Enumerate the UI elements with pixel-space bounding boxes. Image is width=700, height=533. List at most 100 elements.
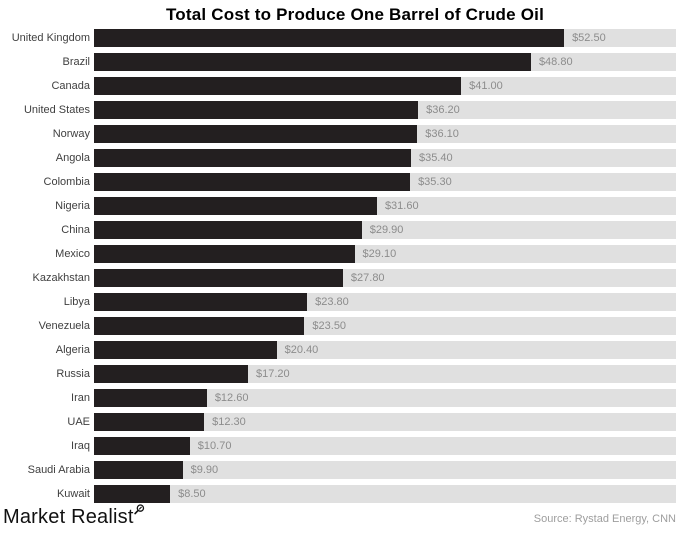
bar-track: $29.90 [94, 221, 676, 239]
bar [94, 101, 419, 119]
bar-track: $23.80 [94, 293, 676, 311]
bar-track: $10.70 [94, 437, 676, 455]
value-label: $12.30 [212, 416, 246, 428]
bar-track: $8.50 [94, 485, 676, 503]
value-label: $36.10 [425, 128, 459, 140]
bar [94, 437, 190, 455]
value-label: $20.40 [284, 344, 319, 356]
value-label: $31.60 [384, 200, 419, 212]
value-label: $29.90 [369, 224, 404, 236]
chart-row: Kazakhstan $27.80 [0, 269, 700, 287]
chart-row: China $29.90 [0, 221, 700, 239]
chart-row: United States $36.20 [0, 101, 700, 119]
chart-row: Libya $23.80 [0, 293, 700, 311]
country-label: Norway [52, 128, 90, 140]
country-label: United Kingdom [11, 32, 90, 44]
bar [94, 485, 171, 503]
country-label: Nigeria [55, 200, 90, 212]
bar [94, 341, 277, 359]
country-label: Angola [55, 152, 90, 164]
bar-track: $52.50 [94, 29, 676, 47]
bar [94, 173, 411, 191]
chart-row: Nigeria $31.60 [0, 197, 700, 215]
value-label: $9.90 [190, 464, 219, 476]
bar-track: $17.20 [94, 365, 676, 383]
chart-row: UAE $12.30 [0, 413, 700, 431]
bar [94, 197, 377, 215]
value-label: $29.10 [362, 248, 397, 260]
country-label: United States [23, 104, 90, 116]
bar [94, 269, 343, 287]
country-label: Kuwait [56, 488, 90, 500]
chart-row: Canada $41.00 [0, 77, 700, 95]
country-label: Venezuela [38, 320, 90, 332]
chart-row: Venezuela $23.50 [0, 317, 700, 335]
value-label: $35.40 [418, 152, 453, 164]
bar [94, 29, 565, 47]
magnifier-icon [133, 498, 145, 521]
chart-row: Angola $35.40 [0, 149, 700, 167]
value-label: $23.50 [312, 320, 347, 332]
bar [94, 389, 207, 407]
value-label: $27.80 [350, 272, 385, 284]
chart-row: Algeria $20.40 [0, 341, 700, 359]
chart-row: Mexico $29.10 [0, 245, 700, 263]
country-label: Libya [63, 296, 90, 308]
bar-track: $12.60 [94, 389, 676, 407]
country-label: Iran [71, 392, 90, 404]
chart-title: Total Cost to Produce One Barrel of Crud… [165, 5, 544, 24]
bar [94, 317, 305, 335]
chart-row: Iraq $10.70 [0, 437, 700, 455]
value-label: $52.50 [572, 32, 606, 44]
bar-track: $31.60 [94, 197, 676, 215]
bar-track: $29.10 [94, 245, 676, 263]
country-label: Colombia [43, 176, 90, 188]
bar-track: $35.30 [94, 173, 676, 191]
bar-track: $48.80 [94, 53, 676, 71]
value-label: $36.20 [426, 104, 460, 116]
value-label: $12.60 [214, 392, 249, 404]
value-label: $41.00 [469, 80, 503, 92]
bar [94, 293, 308, 311]
bar-track: $35.40 [94, 149, 676, 167]
bar-track: $12.30 [94, 413, 676, 431]
value-label: $35.30 [418, 176, 452, 188]
chart-row: Colombia $35.30 [0, 173, 700, 191]
country-label: UAE [67, 416, 90, 428]
bar [94, 77, 462, 95]
value-label: $10.70 [197, 440, 232, 452]
country-label: Russia [56, 368, 90, 380]
country-label: Mexico [55, 248, 90, 260]
chart-row: Brazil $48.80 [0, 53, 700, 71]
bar-track: $36.10 [94, 125, 676, 143]
chart-row: Iran $12.60 [0, 389, 700, 407]
country-label: Brazil [62, 56, 90, 68]
value-label: $17.20 [256, 368, 290, 380]
bar-track: $9.90 [94, 461, 676, 479]
country-label: China [61, 224, 90, 236]
chart-row: Norway $36.10 [0, 125, 700, 143]
source-note: Source: Rystad Energy, CNN [533, 513, 676, 525]
bar [94, 221, 362, 239]
bar-track: $20.40 [94, 341, 676, 359]
bar [94, 413, 205, 431]
country-label: Algeria [55, 344, 90, 356]
bar [94, 125, 418, 143]
value-label: $8.50 [178, 488, 206, 500]
bar [94, 149, 411, 167]
chart-row: Saudi Arabia $9.90 [0, 461, 700, 479]
country-label: Kazakhstan [32, 272, 90, 284]
country-label: Canada [51, 80, 90, 92]
bar [94, 53, 531, 71]
bar-track: $23.50 [94, 317, 676, 335]
chart-row: United Kingdom $52.50 [0, 29, 700, 47]
bar [94, 365, 248, 383]
chart-row: Russia $17.20 [0, 365, 700, 383]
country-label: Saudi Arabia [27, 464, 90, 476]
brand-logo: Market Realist [3, 504, 145, 529]
bar-chart: United Kingdom $52.50 Brazil $48.80 Canada $4… [0, 29, 700, 509]
bar-track: $27.80 [94, 269, 676, 287]
bar [94, 245, 355, 263]
bar-track: $41.00 [94, 77, 676, 95]
brand-text: Market Realist [3, 506, 134, 528]
